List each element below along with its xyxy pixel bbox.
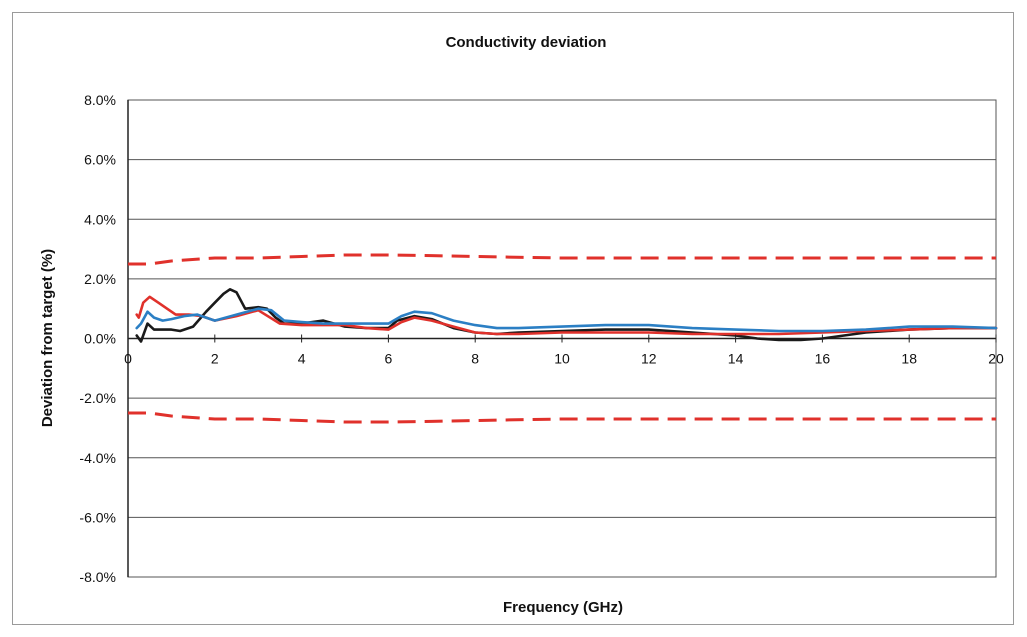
x-tick-label: 6 (385, 351, 393, 367)
x-tick-label: 4 (298, 351, 306, 367)
x-tick-label: 0 (124, 351, 132, 367)
x-tick-label: 18 (901, 351, 917, 367)
x-tick-label: 8 (471, 351, 479, 367)
y-tick-label: -8.0% (79, 569, 116, 585)
chart-title: Conductivity deviation (446, 34, 607, 51)
y-axis-ticks: 8.0% 6.0% 4.0% 2.0% 0.0% -2.0% -4.0% -6.0% -8.0% (79, 92, 116, 585)
series-line-2 (135, 307, 998, 333)
limit-line-3 (128, 253, 996, 266)
x-axis-ticks: 0 2 4 6 8 10 12 14 16 18 20 (124, 334, 1004, 367)
y-tick-label: 2.0% (84, 271, 116, 287)
series-layer (128, 253, 998, 424)
x-tick-label: 16 (815, 351, 831, 367)
x-tick-label: 2 (211, 351, 219, 367)
y-tick-label: -6.0% (79, 509, 116, 525)
x-tick-label: 14 (728, 351, 744, 367)
y-tick-label: -4.0% (79, 450, 116, 466)
x-tick-label: 12 (641, 351, 657, 367)
y-tick-label: 0.0% (84, 331, 116, 347)
y-tick-label: 4.0% (84, 211, 116, 227)
x-axis-title: Frequency (GHz) (503, 599, 623, 616)
limit-line-4 (128, 411, 996, 424)
x-tick-label: 10 (554, 351, 570, 367)
y-tick-label: -2.0% (79, 390, 116, 406)
series-line-1 (135, 295, 998, 336)
y-tick-label: 6.0% (84, 152, 116, 168)
y-tick-label: 8.0% (84, 92, 116, 108)
y-axis-title: Deviation from target (%) (39, 249, 56, 427)
x-tick-label: 20 (988, 351, 1004, 367)
